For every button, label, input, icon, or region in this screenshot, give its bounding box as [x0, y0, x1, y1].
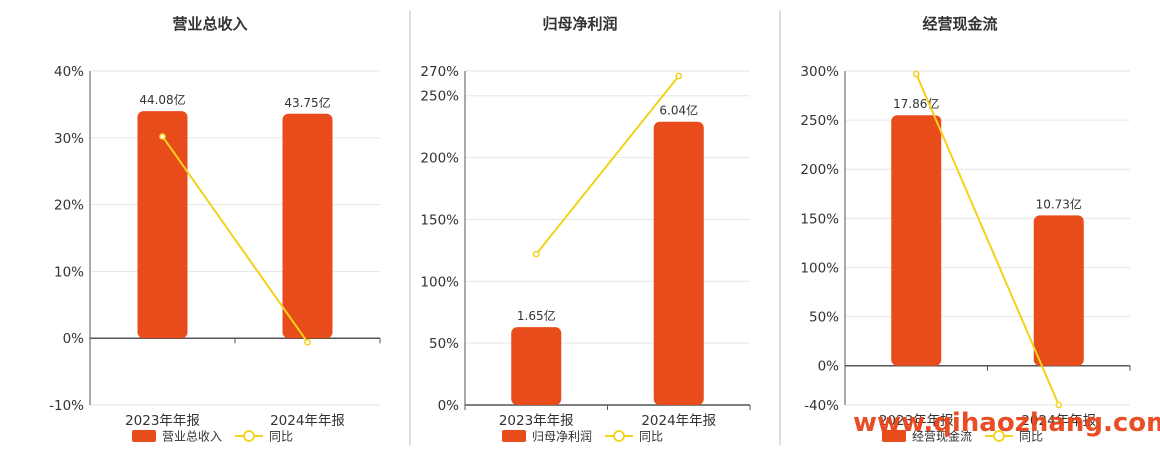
legend-bar-swatch: [502, 430, 526, 442]
y-tick-label: 100%: [420, 274, 459, 290]
bar: [511, 327, 562, 405]
y-tick-label: 200%: [420, 151, 459, 167]
x-tick-label: 2023年年报: [499, 413, 574, 429]
y-tick-label: 50%: [429, 336, 459, 352]
y-tick-label: 200%: [800, 162, 839, 178]
y-tick-label: 250%: [800, 113, 839, 129]
x-tick-label: 2023年年报: [879, 413, 954, 429]
y-tick-label: -40%: [804, 398, 839, 414]
data-label: 6.04亿: [659, 103, 698, 118]
legend-bar-swatch: [882, 430, 906, 442]
yoy-line: [161, 135, 309, 343]
y-tick-label: 250%: [420, 89, 459, 105]
y-tick-label: 10%: [54, 264, 84, 280]
y-tick-label: 0%: [818, 359, 840, 375]
chart-title: 营业总收入: [172, 15, 247, 33]
y-tick-label: 150%: [420, 212, 459, 228]
y-tick-label: 0%: [438, 398, 460, 414]
bar: [1033, 215, 1084, 366]
legend-label: 同比: [639, 430, 663, 444]
y-tick-label: 0%: [63, 331, 85, 347]
bar: [137, 111, 188, 339]
yoy-line: [915, 73, 1060, 406]
y-tick-label: 300%: [800, 64, 839, 80]
bar: [282, 113, 333, 339]
y-tick-label: 20%: [54, 198, 84, 214]
data-label: 10.73亿: [1036, 196, 1082, 211]
yoy-point: [1055, 401, 1063, 409]
yoy-line: [535, 75, 680, 255]
yoy-point: [159, 133, 166, 140]
x-tick-label: 2024年年报: [270, 413, 345, 429]
legend-label: 归母净利润: [532, 430, 592, 444]
legend-label: 经营现金流: [912, 429, 972, 444]
watermark-text: www.qihaozhang.com: [853, 408, 1160, 438]
y-tick-label: -10%: [49, 398, 84, 414]
legend-bar-swatch: [132, 430, 156, 442]
legend-label: 同比: [269, 430, 293, 444]
y-tick-label: 50%: [809, 310, 839, 326]
y-tick-label: 100%: [800, 260, 839, 276]
legend-label: 同比: [1019, 430, 1043, 444]
bar: [653, 121, 704, 406]
legend-line-marker: [243, 430, 255, 442]
y-tick-label: 30%: [54, 131, 84, 147]
chart-title: 归母净利润: [542, 15, 617, 33]
x-tick-label: 2024年年报: [1021, 413, 1096, 429]
legend-line-marker: [613, 430, 625, 442]
x-tick-label: 2023年年报: [125, 413, 200, 429]
y-tick-label: 270%: [420, 64, 459, 80]
data-label: 44.08亿: [139, 92, 185, 107]
y-tick-label: 40%: [54, 64, 84, 80]
y-tick-label: 150%: [800, 211, 839, 227]
data-label: 17.86亿: [893, 96, 939, 111]
yoy-point: [675, 72, 683, 80]
bar: [891, 115, 942, 366]
legend-label: 营业总收入: [162, 430, 222, 444]
yoy-point: [532, 250, 540, 258]
yoy-point: [912, 70, 920, 78]
data-label: 43.75亿: [284, 95, 330, 110]
chart-title: 经营现金流: [922, 15, 997, 33]
data-label: 1.65亿: [517, 308, 556, 323]
yoy-point: [304, 338, 311, 346]
x-tick-label: 2024年年报: [641, 413, 716, 429]
legend-line-marker: [993, 430, 1005, 442]
